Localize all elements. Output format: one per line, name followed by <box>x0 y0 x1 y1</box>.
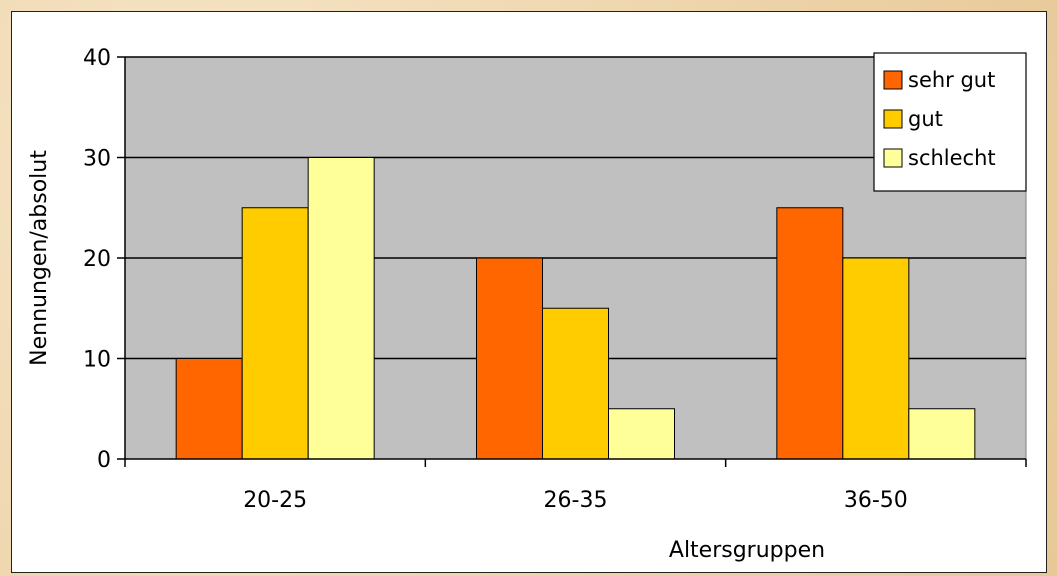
x-tick-labels: 20-25 26-35 36-50 <box>243 488 908 513</box>
y-tick-label: 40 <box>83 46 111 71</box>
legend: sehr gut gut schlecht <box>873 52 1027 192</box>
x-tick-label: 36-50 <box>844 488 908 513</box>
bar-gut-26-35 <box>542 307 609 460</box>
legend-label: gut <box>908 107 943 131</box>
bar-schlecht-26-35 <box>608 408 675 460</box>
legend-swatch <box>883 148 903 168</box>
x-tick-label: 26-35 <box>544 488 608 513</box>
x-axis-title: Altersgruppen <box>669 538 825 563</box>
bar-schlecht-36-50 <box>908 408 976 460</box>
bar-sehr-gut-26-35 <box>476 257 543 460</box>
y-tick-label: 30 <box>83 147 111 172</box>
x-tick-label: 20-25 <box>243 488 307 513</box>
bar-gut-36-50 <box>842 257 910 460</box>
bar-schlecht-20-25 <box>307 157 375 460</box>
y-tick-label: 0 <box>97 448 111 473</box>
y-tick-label: 10 <box>83 348 111 373</box>
bar-sehr-gut-20-25 <box>175 358 243 460</box>
y-tick-label: 20 <box>83 247 111 272</box>
bar-sehr-gut-36-50 <box>776 207 844 460</box>
legend-label: schlecht <box>908 146 996 170</box>
bar-gut-20-25 <box>241 207 309 460</box>
y-tick-labels: 0 10 20 30 40 <box>83 46 111 473</box>
legend-label: sehr gut <box>908 68 995 92</box>
legend-swatch <box>883 70 903 90</box>
axes <box>117 56 1027 467</box>
legend-swatch <box>883 109 903 129</box>
y-axis-title: Nennungen/absolut <box>27 150 52 366</box>
chart-frame: 0 10 20 30 40 20-25 26-35 36-50 Nennungen/abso… <box>11 11 1047 573</box>
bar-chart: 0 10 20 30 40 20-25 26-35 36-50 Nennungen/abso… <box>27 46 1027 563</box>
bars <box>175 157 976 460</box>
